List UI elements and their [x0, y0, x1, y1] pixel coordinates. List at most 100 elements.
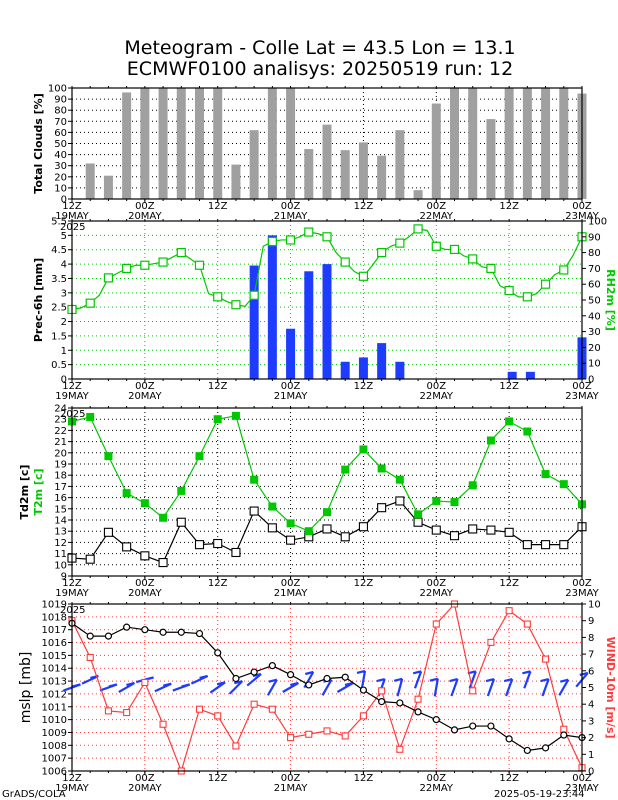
wind-barb-flag: [429, 677, 439, 682]
td2m-point: [486, 525, 496, 535]
t2m-point: [286, 519, 295, 528]
wind-point: [432, 620, 440, 628]
wind-point: [287, 734, 295, 742]
wind-point: [560, 725, 568, 733]
x-tick-label: 00Z: [281, 201, 301, 212]
rh-point: [304, 227, 314, 237]
wind-barb-flag: [560, 678, 569, 683]
wind-point: [250, 700, 258, 708]
x-date-label: 20MAY: [128, 588, 162, 599]
cloud-bar: [267, 88, 277, 199]
td2m-point: [358, 522, 368, 532]
rh-point: [395, 238, 405, 248]
x-tick-label: 00Z: [281, 578, 301, 589]
x-tick-label: 12Z: [499, 773, 519, 784]
x-date-label: 23MAY: [565, 783, 599, 794]
t2m-point: [231, 411, 240, 420]
y2-tick-label: 3: [588, 716, 594, 727]
precip-bar: [322, 264, 332, 379]
y-tick-label: 100: [48, 84, 67, 95]
x-tick-label: 00Z: [135, 381, 155, 392]
wind-barb-flag: [344, 681, 354, 687]
y2-tick-label: 9: [588, 616, 594, 627]
rh-point: [140, 260, 150, 270]
td2m-point: [522, 540, 532, 550]
year-label: 2025: [60, 222, 85, 233]
x-date-label: 22MAY: [420, 783, 454, 794]
wind-barb: [396, 678, 404, 697]
y-tick-label: 1.5: [51, 331, 67, 342]
y2-tick-label: 8: [588, 633, 594, 644]
rh-point: [340, 257, 350, 267]
td2m-point: [340, 532, 350, 542]
y-tick-label: 4.5: [51, 245, 67, 256]
rh-point: [486, 263, 496, 273]
cloud-bar: [304, 149, 314, 199]
mslp-point: [505, 735, 513, 743]
y-tick-label: 20: [54, 448, 67, 459]
cloud-bar: [103, 175, 113, 199]
precip-bar: [358, 357, 368, 379]
mslp-point: [104, 632, 113, 640]
td2m-point: [194, 540, 205, 550]
cloud-bar: [541, 88, 551, 199]
t2m-point: [323, 508, 331, 517]
year-label: 2025: [60, 605, 85, 616]
y-tick-label: 1: [61, 346, 67, 357]
x-tick-label: 00Z: [572, 773, 592, 784]
y2-tick-label: 90: [588, 232, 601, 243]
rh-point: [158, 257, 168, 267]
td2m-point: [158, 558, 168, 568]
precip-bar: [507, 371, 517, 379]
td2m-point: [140, 551, 150, 561]
rh-point: [322, 232, 332, 242]
y-tick-label: 3.5: [51, 274, 67, 285]
y-tick-label: 5.5: [51, 217, 67, 228]
cloud-bar: [486, 119, 496, 199]
x-tick-label: 12Z: [354, 773, 374, 784]
mslp-point: [141, 626, 149, 634]
mslp-point: [159, 628, 167, 636]
x-tick-label: 12Z: [62, 201, 82, 212]
td2m-point: [395, 496, 405, 506]
wind-point: [323, 727, 331, 735]
y-tick-label: 17: [54, 482, 67, 493]
td2m-point: [103, 527, 113, 537]
rh-point: [522, 292, 532, 302]
td2m-point: [504, 527, 514, 537]
t2m-point: [341, 465, 350, 474]
x-tick-label: 00Z: [135, 201, 155, 212]
x-date-label: 19MAY: [55, 211, 89, 222]
y-tick-label: 14: [54, 516, 67, 527]
x-tick-label: 00Z: [572, 201, 592, 212]
y-tick-label: 80: [54, 106, 67, 117]
y-axis-label: Prec-6h [mm]: [32, 258, 45, 342]
x-date-label: 23MAY: [565, 588, 599, 599]
cloud-bar: [286, 88, 296, 199]
x-tick-label: 12Z: [62, 578, 82, 589]
wind-barb-flag: [162, 682, 172, 687]
wind-point: [104, 707, 112, 715]
y2-tick-label: 10: [588, 359, 601, 370]
t2m-point: [177, 486, 186, 495]
rh-point: [468, 254, 478, 264]
mslp-point: [523, 746, 531, 755]
x-date-label: 23MAY: [565, 211, 599, 222]
cloud-bar: [85, 163, 95, 199]
wind-point: [195, 705, 204, 713]
x-tick-label: 12Z: [62, 773, 82, 784]
x-tick-label: 12Z: [208, 773, 228, 784]
wind-point: [141, 678, 149, 687]
rh-point: [176, 248, 186, 258]
x-date-label: 19MAY: [55, 588, 89, 599]
t2m-point: [195, 452, 204, 461]
cloud-bar: [213, 88, 223, 199]
wind-barb-flag: [108, 683, 118, 688]
wind-barb-flag: [579, 671, 589, 676]
y2-tick-label: 40: [588, 311, 601, 322]
wind-point: [214, 712, 222, 720]
y-tick-label: 1014: [42, 664, 67, 675]
td2m-point: [322, 524, 332, 534]
y-tick-label: 5: [61, 231, 67, 242]
mslp-point: [450, 726, 459, 734]
